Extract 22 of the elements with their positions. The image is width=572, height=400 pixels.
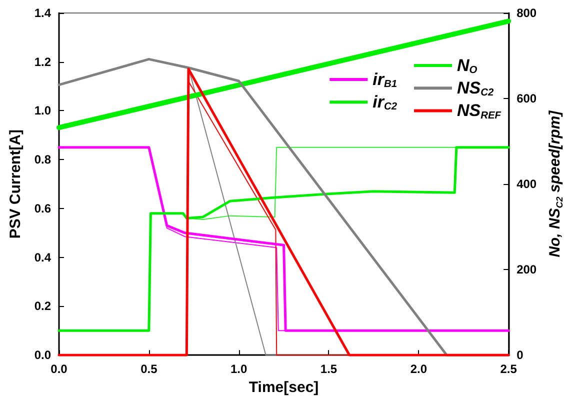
x-tick-label: 0.5 (140, 362, 158, 376)
y2-tick-label: 400 (516, 177, 537, 192)
y-tick-label: 0.2 (34, 299, 52, 314)
y-tick-label: 0.0 (34, 348, 52, 362)
y2-tick-label: 800 (516, 6, 537, 20)
y-tick-label: 0.8 (34, 152, 52, 167)
y-tick-label: 0.4 (34, 250, 52, 264)
x-tick-label: 2.0 (410, 362, 428, 376)
y-tick-label: 0.6 (34, 201, 52, 216)
y-axis-title: PSV Current[A] (7, 129, 24, 239)
x-tick-label: 1.0 (230, 362, 248, 376)
y2-axis-title: No, NSC2 speed[rpm] (546, 110, 564, 258)
y-tick-label: 1.2 (34, 54, 52, 69)
y2-tick-label: 0 (516, 348, 524, 362)
y2-tick-label: 600 (516, 92, 537, 106)
x-tick-label: 2.5 (500, 362, 518, 376)
y-tick-label: 1.4 (34, 6, 52, 20)
x-tick-label: 0.0 (50, 362, 68, 376)
y2-tick-label: 200 (516, 262, 537, 277)
x-tick-label: 1.5 (320, 362, 338, 376)
x-axis-title: Time[sec] (248, 379, 319, 396)
y-tick-label: 1.0 (34, 104, 52, 118)
